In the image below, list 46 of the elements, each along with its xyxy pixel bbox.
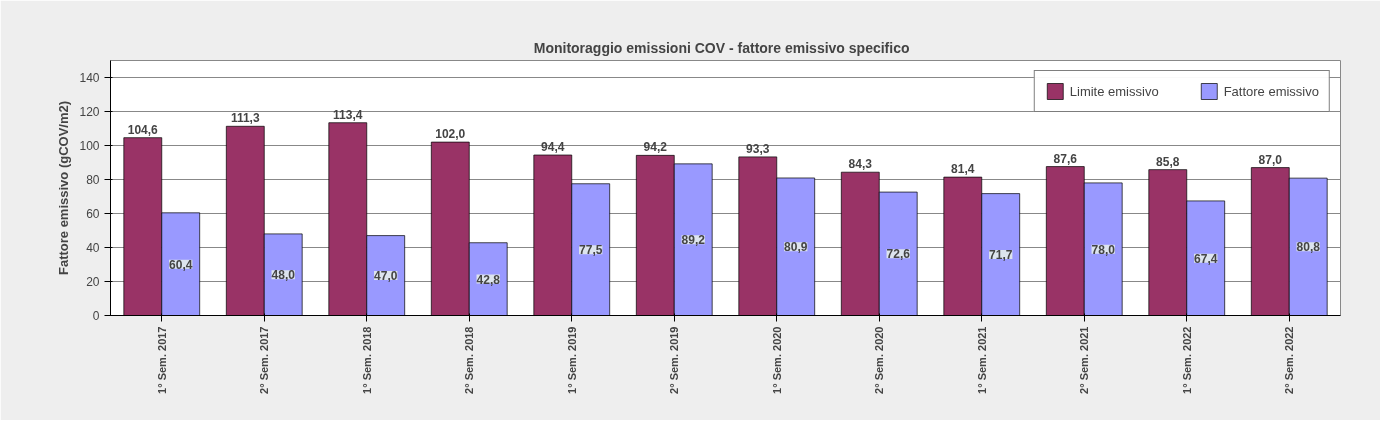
data-label: 104,6 [127,122,159,137]
x-tick-label: 1° Sem. 2021 [975,326,988,394]
data-label: 102,0 [435,127,466,142]
data-label: 67,4 [1194,251,1218,266]
data-label: 87,0 [1258,152,1283,167]
x-tick-label: 1° Sem. 2017 [155,326,168,394]
data-label: 85,8 [1156,154,1180,169]
data-label: 81,4 [951,162,975,177]
data-label: 84,3 [848,157,873,172]
data-label: 80,8 [1296,240,1321,255]
data-label: 87,6 [1053,151,1078,166]
y-tick-label: 20 [86,275,100,289]
data-label: 111,3 [230,111,260,126]
data-label: 60,4 [169,257,193,272]
x-tick-label: 2° Sem. 2019 [668,326,681,394]
data-label: 71,7 [989,248,1013,263]
data-label: 80,9 [784,240,808,255]
x-tick-label: 2° Sem. 2018 [463,326,476,394]
x-tick-label: 2° Sem. 2021 [1078,326,1091,394]
x-tick-label: 2° Sem. 2022 [1283,326,1296,394]
data-label: 78,0 [1091,242,1116,257]
y-tick-label: 40 [86,241,100,255]
data-label: 48,0 [271,268,296,283]
y-tick-label: 140 [79,71,100,85]
data-label: 47,0 [374,269,398,284]
data-label: 89,2 [681,233,706,248]
y-tick-label: 100 [79,139,100,153]
data-label: 77,5 [579,243,603,258]
x-tick-label: 1° Sem. 2022 [1180,326,1193,394]
chart-title: Monitoraggio emissioni COV - fattore emissivo specifico [533,39,910,56]
legend-label: Limite emissivo [1069,83,1159,99]
data-label: 42,8 [476,272,501,287]
data-label: 93,3 [746,141,770,156]
data-label: 113,4 [333,107,363,122]
x-tick-label: 1° Sem. 2019 [565,326,578,394]
x-tick-label: 2° Sem. 2020 [873,326,886,394]
y-tick-label: 60 [86,207,100,221]
y-tick-label: 120 [79,105,100,119]
x-tick-label: 2° Sem. 2017 [258,326,271,394]
data-label: 72,6 [886,247,911,262]
y-tick-label: 0 [92,309,100,323]
legend-label: Fattore emissivo [1223,83,1319,99]
x-tick-label: 1° Sem. 2020 [770,326,783,394]
y-tick-label: 80 [86,173,100,187]
y-axis-title: Fattore emissivo (gCOV/m2) [56,100,72,276]
x-tick-label: 1° Sem. 2018 [360,326,373,394]
